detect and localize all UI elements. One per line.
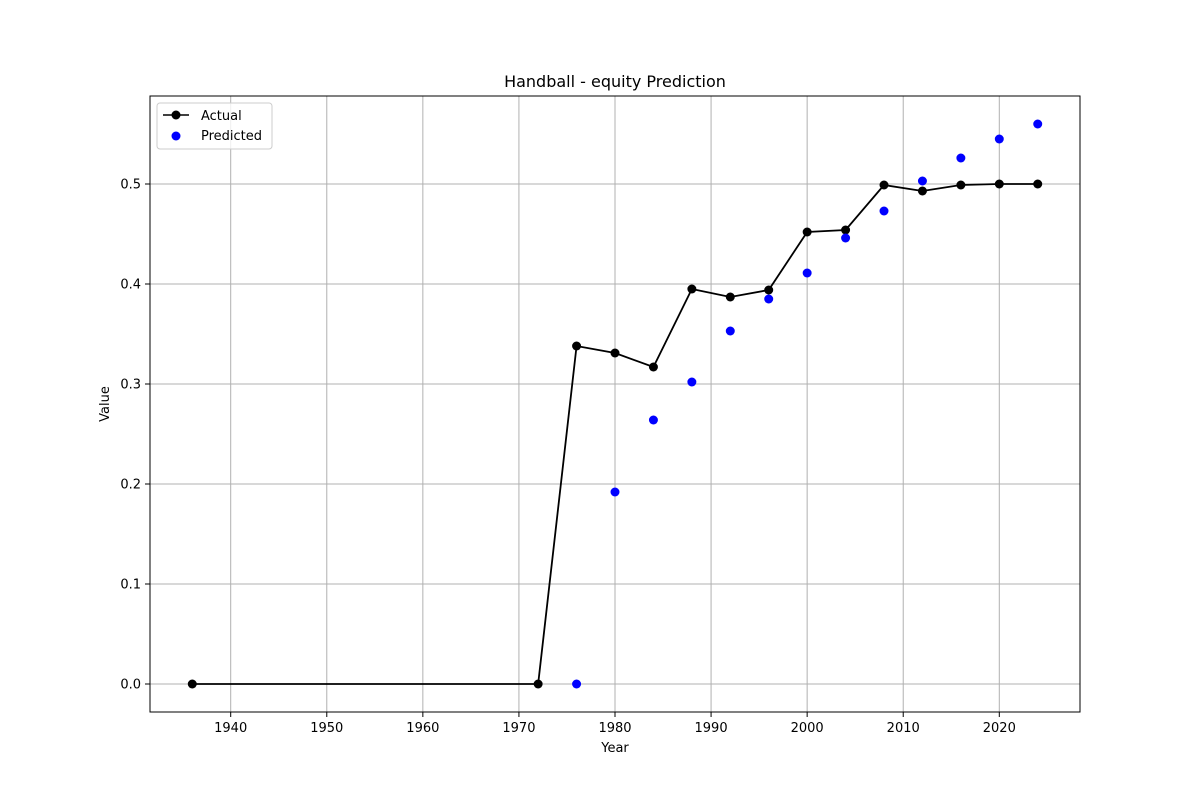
data-layer bbox=[187, 119, 1043, 689]
predicted-point bbox=[841, 233, 851, 243]
actual-point bbox=[648, 362, 658, 372]
x-tick-label: 2000 bbox=[791, 721, 824, 736]
predicted-point bbox=[994, 134, 1004, 144]
actual-point bbox=[879, 180, 889, 190]
actual-point bbox=[994, 179, 1004, 189]
actual-point bbox=[1033, 179, 1043, 189]
predicted-point bbox=[1033, 119, 1043, 129]
actual-point bbox=[802, 227, 812, 237]
x-axis-label: Year bbox=[600, 741, 629, 756]
actual-point bbox=[687, 284, 697, 294]
y-tick-label: 0.2 bbox=[120, 478, 141, 493]
legend-actual-marker bbox=[171, 110, 181, 120]
predicted-point bbox=[687, 377, 697, 387]
predicted-point bbox=[802, 268, 812, 278]
x-tick-label: 1950 bbox=[310, 721, 343, 736]
chart-title: Handball - equity Prediction bbox=[504, 72, 726, 91]
x-tick-label: 2020 bbox=[983, 721, 1016, 736]
predicted-point bbox=[572, 679, 582, 689]
legend-predicted-label: Predicted bbox=[201, 129, 262, 144]
x-tick-label: 1960 bbox=[406, 721, 439, 736]
y-tick-label: 0.1 bbox=[120, 578, 141, 593]
x-tick-label: 2010 bbox=[887, 721, 920, 736]
x-tick-label: 1990 bbox=[695, 721, 728, 736]
actual-point bbox=[533, 679, 543, 689]
y-tick-label: 0.5 bbox=[120, 178, 141, 193]
y-tick-label: 0.0 bbox=[120, 678, 141, 693]
actual-point bbox=[956, 180, 966, 190]
predicted-point bbox=[879, 206, 889, 216]
y-tick-label: 0.3 bbox=[120, 378, 141, 393]
predicted-point bbox=[764, 294, 774, 304]
y-axis-label: Value bbox=[98, 386, 113, 422]
x-tick-label: 1980 bbox=[598, 721, 631, 736]
actual-point bbox=[841, 225, 851, 235]
x-tick-label: 1970 bbox=[502, 721, 535, 736]
legend-actual-label: Actual bbox=[201, 109, 242, 124]
predicted-point bbox=[917, 176, 927, 186]
tick-layer: 1940 1950 1960 1970 1980 1990 2000 2010 2020 0.0 0… bbox=[120, 178, 1016, 737]
legend: Actual Predicted bbox=[156, 102, 273, 150]
legend-predicted-marker bbox=[171, 131, 181, 141]
actual-point bbox=[917, 186, 927, 196]
grid-layer bbox=[150, 96, 1080, 712]
actual-point bbox=[610, 348, 620, 358]
actual-point bbox=[764, 285, 774, 295]
actual-point bbox=[572, 341, 582, 351]
predicted-point bbox=[956, 153, 966, 163]
y-tick-label: 0.4 bbox=[120, 278, 141, 293]
predicted-point bbox=[725, 326, 735, 336]
x-tick-label: 1940 bbox=[214, 721, 247, 736]
actual-point bbox=[725, 292, 735, 302]
predicted-point bbox=[648, 415, 658, 425]
predicted-point bbox=[610, 487, 620, 497]
actual-point bbox=[187, 679, 197, 689]
